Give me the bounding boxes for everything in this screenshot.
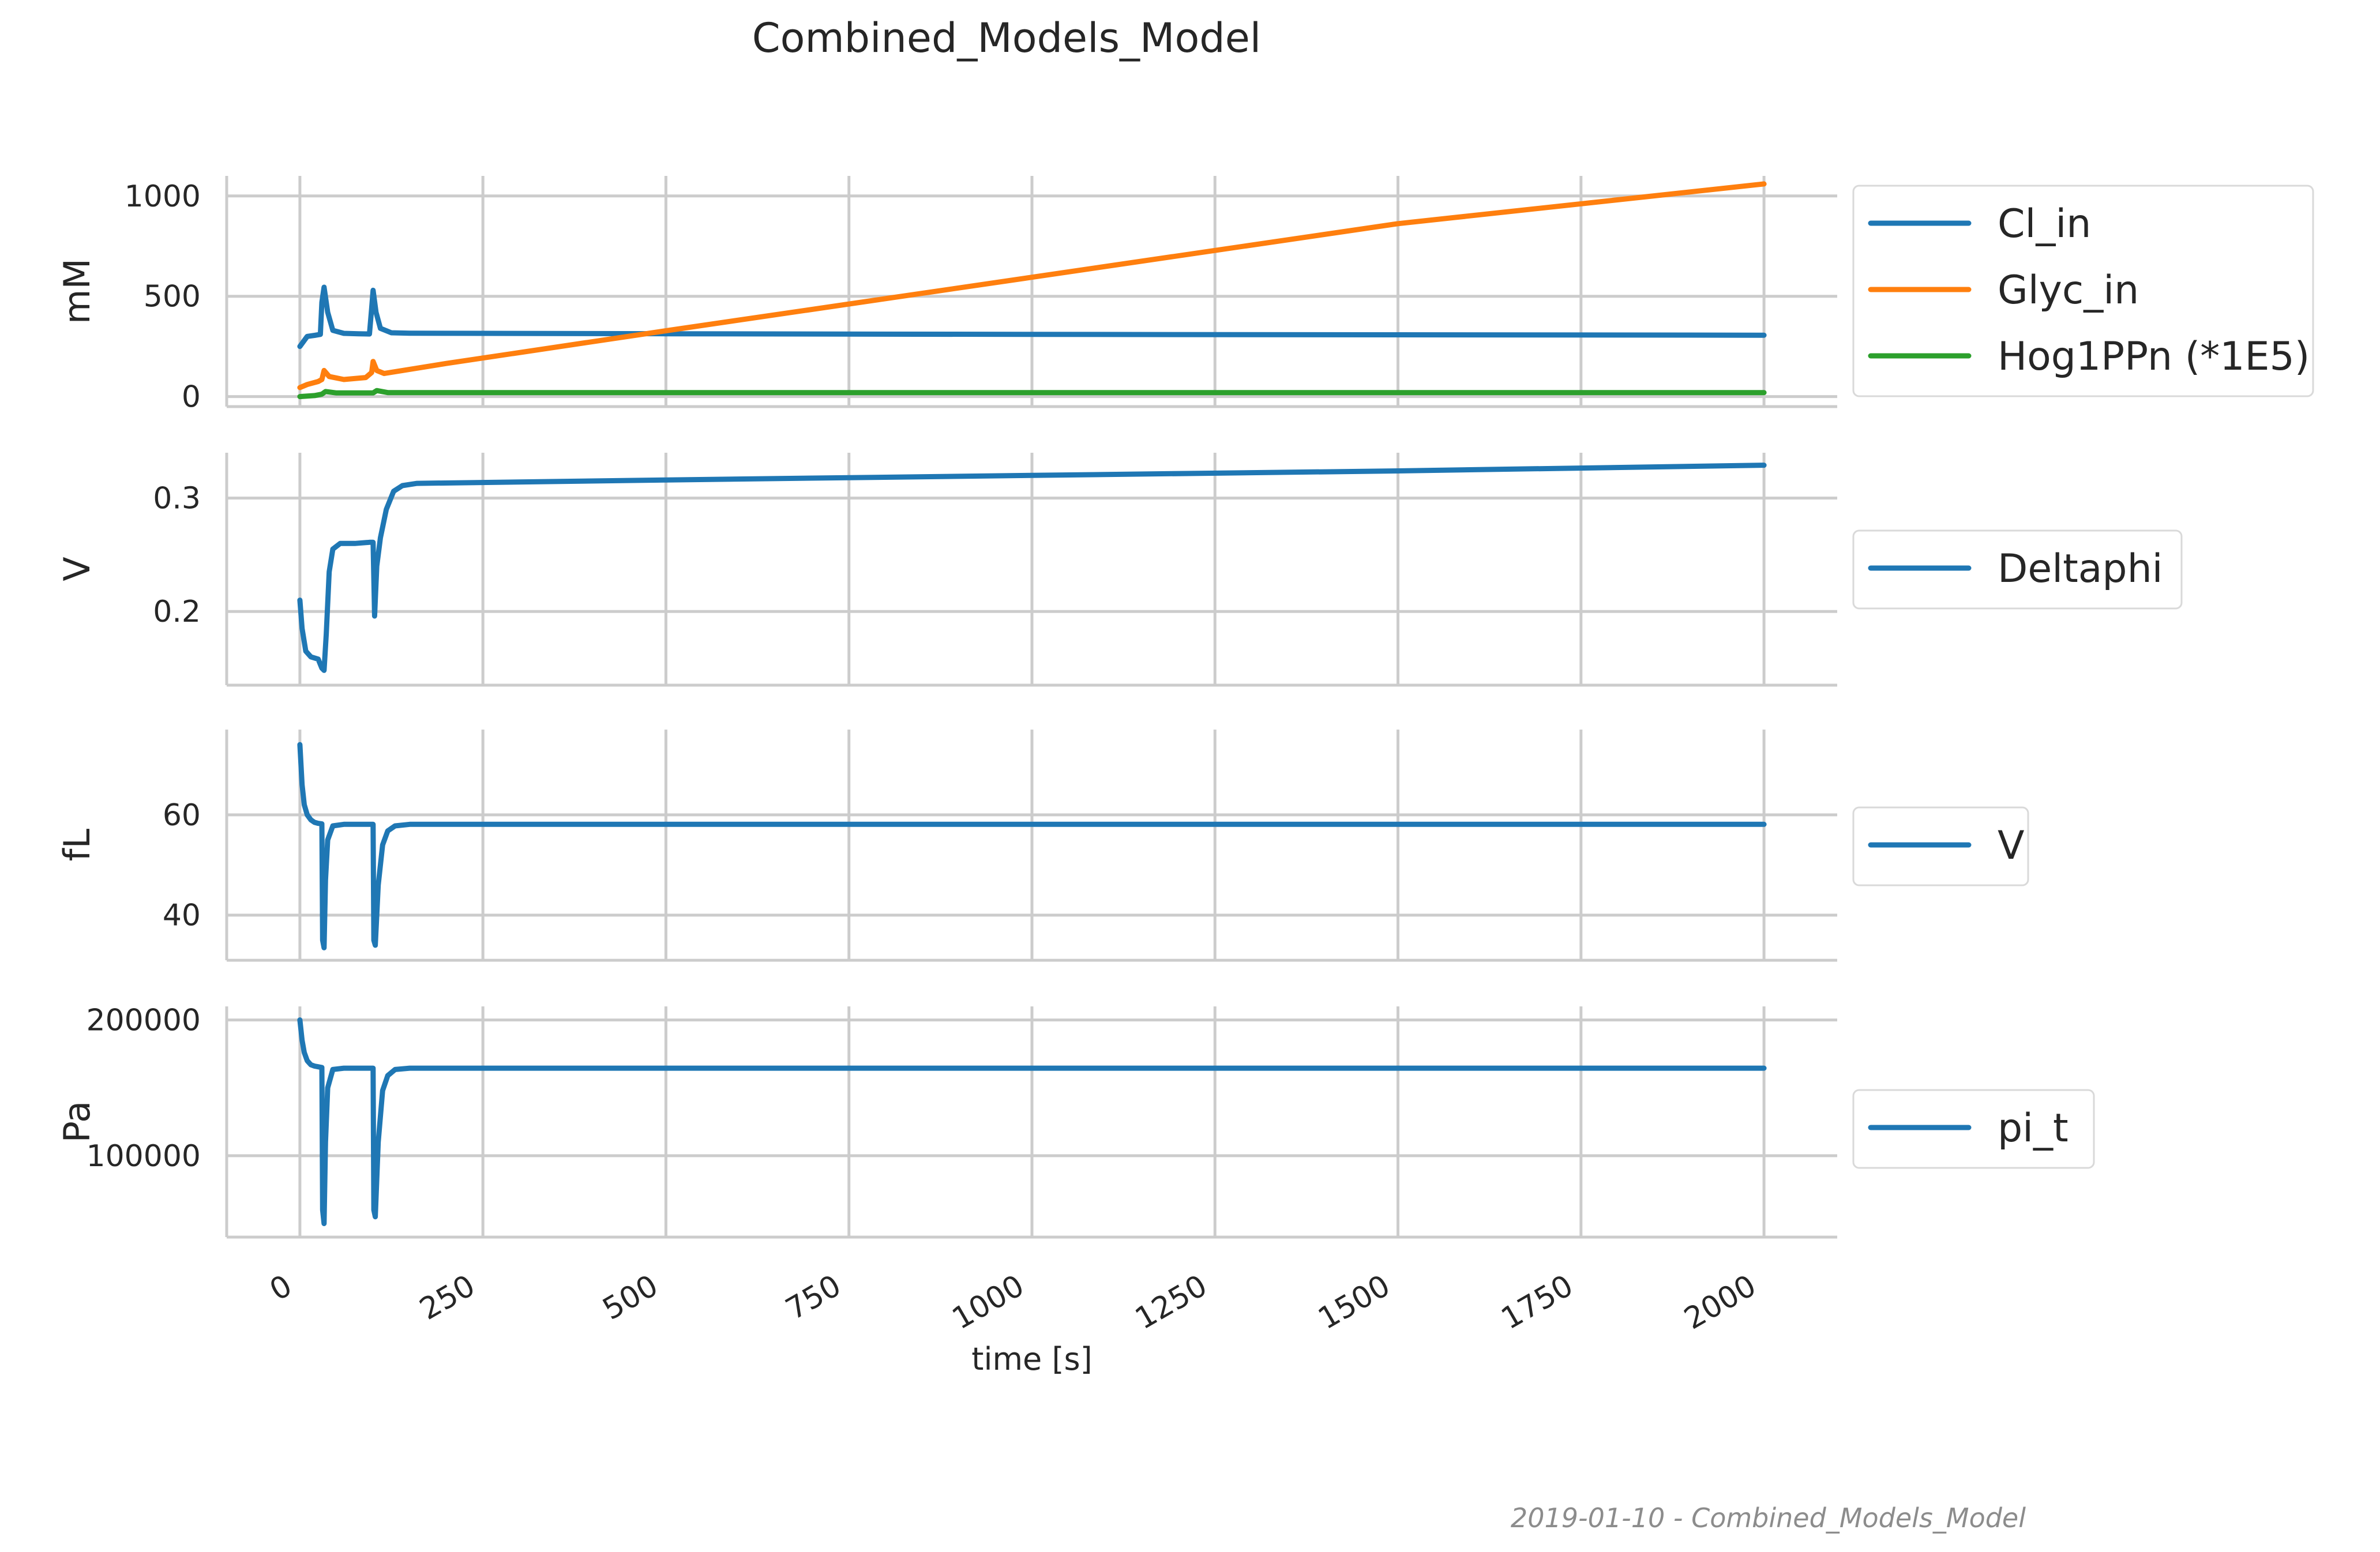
legend-entry-label: pi_t <box>1998 1106 2069 1151</box>
legend-entry-label: Deltaphi <box>1998 546 2163 592</box>
x-axis-label: time [s] <box>971 1341 1092 1377</box>
legend-entry-label: Glyc_in <box>1998 268 2139 313</box>
legend: pi_t <box>1852 1089 2095 1169</box>
y-tick-label: 1000 <box>125 179 201 214</box>
legend-entry-label: Hog1PPn (*1E5) <box>1998 334 2310 379</box>
y-tick-label: 60 <box>163 798 201 833</box>
legend-frame <box>1852 1089 2095 1169</box>
y-tick-label: 0 <box>182 380 201 415</box>
subplot-mM: 0 500 1000 mM Cl_in Glyc_in Hog1PPn (*1E5) <box>56 176 2314 415</box>
series-line-Cl_in <box>297 284 1767 350</box>
y-tick-label: 200000 <box>86 1004 201 1038</box>
y-axis-label: mM <box>56 258 98 324</box>
footer-caption: 2019-01-10 - Combined_Models_Model <box>1511 1502 2026 1534</box>
y-tick-label: 100000 <box>86 1139 201 1174</box>
series-line-Hog1PPn (*1E5) <box>297 388 1767 400</box>
legend: V <box>1852 806 2029 886</box>
legend-entry-label: V <box>1998 823 2025 869</box>
figure-title: Combined_Models_Model <box>752 14 1261 62</box>
y-tick-label: 40 <box>163 899 201 933</box>
legend-entry-label: Cl_in <box>1998 201 2091 247</box>
subplot-fL: 40 60 fL V <box>56 730 2029 962</box>
y-tick-label: 0.3 <box>153 482 201 516</box>
y-axis-label: Pa <box>56 1101 98 1143</box>
legend: Cl_in Glyc_in Hog1PPn (*1E5) <box>1852 185 2314 397</box>
y-axis-label: V <box>56 557 98 581</box>
y-axis-label: fL <box>56 828 98 861</box>
legend-frame <box>1852 529 2183 610</box>
series-line-Deltaphi <box>297 463 1767 673</box>
legend-frame <box>1852 185 2314 397</box>
y-tick-label: 500 <box>144 280 201 314</box>
subplot-V: 0.2 0.3 V Deltaphi <box>56 453 2183 687</box>
y-tick-label: 0.2 <box>153 595 201 629</box>
series-line-pi_t <box>297 1017 1767 1226</box>
series-line-Glyc_in <box>297 181 1767 390</box>
legend: Deltaphi <box>1852 529 2183 610</box>
series-line-V <box>297 742 1767 950</box>
